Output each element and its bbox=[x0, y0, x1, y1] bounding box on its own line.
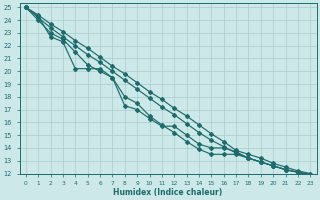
X-axis label: Humidex (Indice chaleur): Humidex (Indice chaleur) bbox=[114, 188, 223, 197]
